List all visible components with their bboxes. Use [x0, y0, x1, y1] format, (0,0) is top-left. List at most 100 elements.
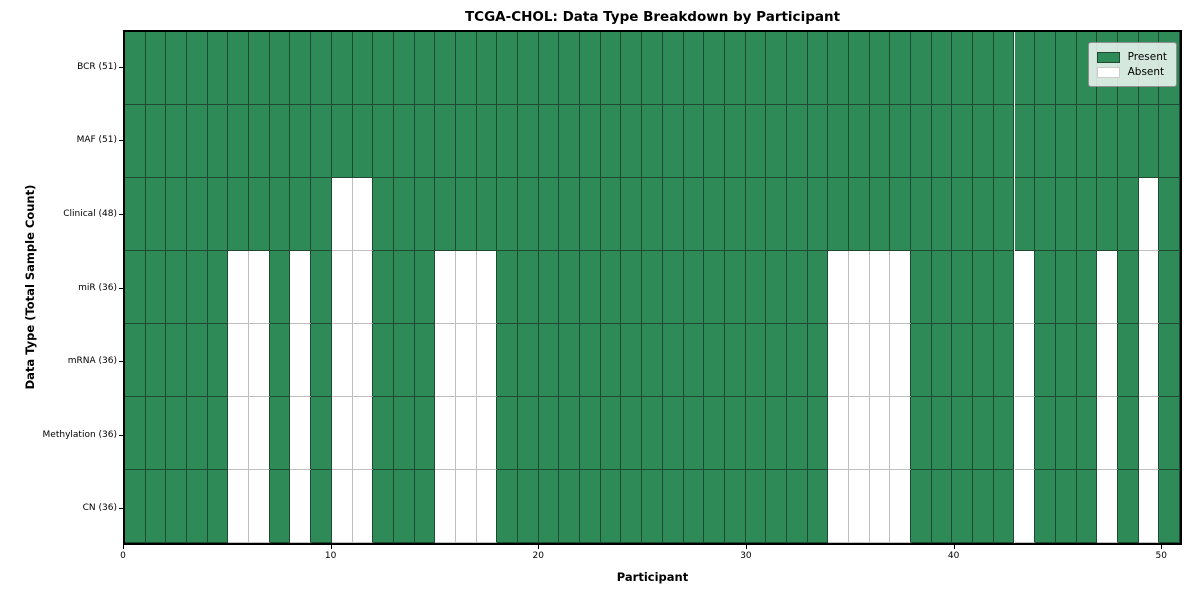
grid-cell	[704, 178, 725, 251]
grid-cell	[518, 470, 539, 543]
legend-entry-present: Present	[1096, 51, 1167, 63]
x-tick-label: 20	[532, 551, 544, 561]
grid-cell	[1117, 324, 1139, 397]
grid-cell	[207, 470, 229, 543]
grid-cell	[1097, 470, 1118, 543]
grid-cell	[973, 251, 994, 324]
x-tick-label: 40	[947, 551, 960, 561]
grid-cell	[518, 32, 539, 105]
grid-cell	[497, 324, 519, 397]
grid-cell	[331, 105, 353, 178]
grid-cell	[600, 251, 622, 324]
grid-cell	[807, 178, 829, 251]
grid-cell	[455, 324, 477, 397]
grid-cell	[662, 397, 684, 470]
grid-cell	[683, 397, 705, 470]
y-tick-label-CN: CN (36)	[82, 503, 117, 514]
grid-cell	[455, 251, 477, 324]
grid-cell	[125, 105, 146, 178]
grid-cell	[1076, 105, 1098, 178]
grid-cell	[1035, 105, 1056, 178]
grid-cell	[1055, 324, 1077, 397]
grid-cell	[207, 397, 229, 470]
grid-cell	[187, 32, 208, 105]
grid-cell	[1014, 178, 1036, 251]
grid-cell	[331, 324, 353, 397]
grid-cell	[745, 397, 767, 470]
grid-cell	[786, 251, 808, 324]
grid-cell	[414, 178, 436, 251]
grid-cell	[1055, 105, 1077, 178]
grid-cell	[497, 251, 519, 324]
grid-cell	[249, 178, 270, 251]
chart-title: TCGA-CHOL: Data Type Breakdown by Partic…	[464, 9, 841, 25]
grid-cell	[187, 251, 208, 324]
grid-cell	[973, 324, 994, 397]
grid-cell	[580, 251, 601, 324]
x-tick-mark	[330, 545, 332, 549]
grid-cell	[828, 105, 849, 178]
grid-cell	[952, 105, 974, 178]
grid-cell	[911, 105, 932, 178]
grid-cell	[683, 251, 705, 324]
legend-label-absent: Absent	[1127, 66, 1165, 78]
grid-cell	[869, 324, 891, 397]
grid-cell	[393, 32, 415, 105]
grid-cell	[828, 397, 849, 470]
grid-cell	[642, 470, 663, 543]
grid-cell	[352, 105, 374, 178]
grid-cell	[1055, 397, 1077, 470]
grid-cell	[1097, 105, 1118, 178]
grid-cell	[228, 251, 250, 324]
y-tick-label-miR: miR (36)	[78, 282, 117, 293]
grid-cell	[683, 32, 705, 105]
grid-cell	[331, 178, 353, 251]
y-tick-mark	[119, 66, 123, 68]
grid-cell	[973, 105, 994, 178]
grid-cell	[352, 251, 374, 324]
grid-cell	[828, 470, 849, 543]
grid-cell	[786, 178, 808, 251]
grid-cell	[600, 32, 622, 105]
grid-cell	[125, 178, 146, 251]
y-tick-mark	[119, 213, 123, 215]
grid-cell	[145, 178, 167, 251]
grid-cell	[311, 324, 332, 397]
grid-cell	[662, 105, 684, 178]
grid-cell	[724, 324, 746, 397]
grid-cell	[621, 32, 643, 105]
grid-cell	[786, 32, 808, 105]
grid-cell	[311, 397, 332, 470]
x-tick-mark	[953, 545, 955, 549]
grid-cell	[807, 470, 829, 543]
grid-cell	[869, 397, 891, 470]
grid-cell	[559, 251, 581, 324]
grid-cell	[931, 32, 953, 105]
grid-cell	[559, 324, 581, 397]
grid-cell	[414, 397, 436, 470]
grid-cell	[1138, 397, 1160, 470]
grid-cell	[1014, 32, 1036, 105]
grid-cell	[1076, 470, 1098, 543]
grid-cell	[435, 397, 456, 470]
grid-cell	[331, 397, 353, 470]
grid-cell	[538, 105, 560, 178]
grid-cell	[497, 105, 519, 178]
grid-cell	[1035, 397, 1056, 470]
grid-cell	[807, 324, 829, 397]
grid-cell	[952, 178, 974, 251]
grid-cell	[1014, 251, 1036, 324]
grid-cell	[931, 324, 953, 397]
grid-cell	[497, 470, 519, 543]
grid-cell	[580, 178, 601, 251]
grid-cell	[435, 251, 456, 324]
grid-cell	[269, 105, 291, 178]
grid-cell	[538, 470, 560, 543]
grid-cell	[724, 470, 746, 543]
grid-cell	[311, 251, 332, 324]
grid-cell	[1097, 251, 1118, 324]
grid-cell	[373, 178, 394, 251]
grid-cell	[125, 397, 146, 470]
grid-cell	[869, 251, 891, 324]
grid-cell	[476, 324, 498, 397]
